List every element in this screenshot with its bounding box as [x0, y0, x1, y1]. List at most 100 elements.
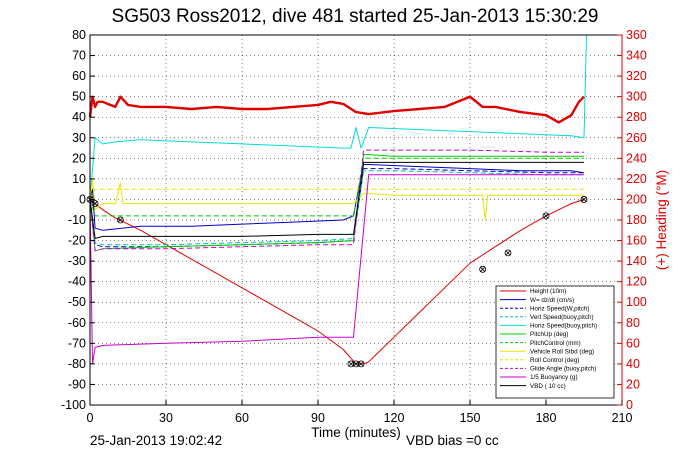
- x-tick-label: 0: [87, 411, 94, 425]
- x-tick-label: 150: [460, 411, 481, 425]
- series-line-1: [89, 164, 585, 231]
- y-tick-label: 0: [79, 192, 86, 206]
- y-tick-label: -100: [61, 398, 86, 412]
- y-tick-label: 50: [72, 90, 86, 104]
- y-tick-label: -20: [68, 234, 86, 248]
- right-y-tick-label: 20: [626, 377, 640, 391]
- right-y-tick-label: 0: [626, 398, 633, 412]
- marker-cross: [358, 361, 364, 367]
- marker-cross: [581, 196, 587, 203]
- marker-circle: [580, 196, 588, 203]
- right-y-tick-label: 160: [626, 234, 647, 248]
- x-tick-label: 120: [384, 411, 405, 425]
- chart-title: SG503 Ross2012, dive 481 started 25-Jan-…: [112, 6, 599, 27]
- series-line-11: [89, 161, 584, 239]
- legend-label-10: 1/5 Buoyancy (g): [530, 374, 578, 381]
- y-tick-label: 10: [72, 172, 86, 186]
- y-tick-label: 30: [72, 131, 86, 145]
- marker-cross: [479, 266, 486, 273]
- x-axis-label: Time (minutes): [311, 425, 401, 440]
- marker-circle: [504, 249, 512, 257]
- right-y-tick-label: 220: [626, 172, 647, 186]
- legend-label-7: Vehicle Roll Stbd (deg): [530, 348, 594, 355]
- marker-circle: [117, 216, 124, 224]
- heading-layer: [88, 95, 585, 124]
- series-line-9: [89, 149, 584, 252]
- marker-cross: [353, 361, 359, 367]
- legend-label-4: Horiz Speed(buoy,pitch): [530, 323, 597, 330]
- series-line-7: [89, 178, 584, 221]
- legend-box: [495, 285, 615, 399]
- y-tick-label: -30: [68, 254, 86, 268]
- right-y-tick-label: 200: [626, 192, 647, 206]
- y-tick-label: -80: [68, 357, 86, 371]
- legend: Height (10m) W= dz/dt (cm/s)Horiz Speed(W…: [495, 285, 615, 399]
- y-tick-label: 40: [72, 110, 86, 124]
- right-y-tick-label: 260: [626, 131, 647, 145]
- right-y-axis: 0 20 40 60 80 100 120 140 160 180 200 220 240 260 280 3…: [617, 28, 647, 412]
- y-tick-label: 80: [72, 28, 86, 42]
- right-y-tick-label: 120: [626, 275, 647, 289]
- right-y-tick-label: 300: [626, 90, 647, 104]
- y-tick-label: 70: [72, 49, 86, 63]
- x-tick-label: 90: [311, 411, 325, 425]
- right-y-axis-label: (+) Heading (°M): [654, 170, 669, 270]
- right-y-tick-label: 320: [626, 69, 647, 83]
- legend-label-1: W= dz/dt (cm/s): [530, 297, 574, 304]
- right-y-tick-label: 280: [626, 110, 647, 124]
- marker-circle: [357, 360, 365, 368]
- right-y-tick-label: 340: [626, 49, 647, 63]
- x-axis: 0 30 60 90 120 150 180 210: [87, 400, 633, 425]
- marker-circle: [91, 200, 99, 207]
- series-line-2: [89, 168, 584, 248]
- marker-cross: [92, 200, 98, 207]
- legend-label-2: Horiz Speed(W,pitch): [530, 305, 590, 312]
- y-tick-label: -50: [68, 295, 86, 309]
- series-line-3: [89, 170, 584, 246]
- x-tick-label: 180: [536, 411, 557, 425]
- x-tick-label: 210: [612, 411, 633, 425]
- right-y-tick-label: 80: [626, 316, 640, 330]
- legend-label-5: PitchUp (deg): [530, 331, 569, 338]
- series-line-10: [89, 174, 584, 365]
- y-tick-label: 20: [72, 151, 86, 165]
- series-line-8: [89, 188, 584, 200]
- marker-cross: [348, 361, 354, 367]
- left-y-axis: -100-90-80-70-60-50-40-30-20-10010203040…: [61, 28, 95, 412]
- marker-circle: [542, 212, 550, 220]
- marker-cross: [543, 213, 549, 219]
- x-tick-label: 30: [159, 411, 173, 425]
- marker-cross: [117, 217, 124, 223]
- right-y-tick-label: 40: [626, 357, 640, 371]
- legend-label-6: PitchControl (mm): [530, 340, 581, 347]
- right-y-tick-label: 180: [626, 213, 647, 227]
- y-tick-label: -40: [68, 275, 86, 289]
- x-tick-label: 60: [235, 411, 249, 425]
- marker-circle: [479, 265, 487, 273]
- marker-layer: [86, 196, 588, 368]
- y-tick-label: -90: [68, 377, 86, 391]
- marker-cross: [505, 250, 511, 256]
- legend-label-8: Roll Control (deg): [530, 357, 579, 364]
- legend-label-11: VBD ( 10 cc): [530, 383, 566, 390]
- right-y-tick-label: 100: [626, 295, 647, 309]
- footer-vbd-bias: VBD bias =0 cc: [406, 433, 499, 448]
- series-line-4: [89, 34, 587, 200]
- right-y-tick-label: 360: [626, 28, 647, 42]
- legend-label-9: Glide Angle (buoy,pitch): [530, 366, 596, 373]
- y-tick-label: -10: [68, 213, 86, 227]
- right-y-tick-label: 240: [626, 151, 647, 165]
- right-y-tick-label: 140: [626, 254, 647, 268]
- series-line-6: [89, 157, 584, 217]
- legend-label-3: Vert Speed(buoy,pitch): [530, 314, 594, 321]
- right-y-tick-label: 60: [626, 336, 640, 350]
- footer-timestamp: 25-Jan-2013 19:02:42: [90, 433, 222, 448]
- y-tick-label: -60: [68, 316, 86, 330]
- marker-circle: [352, 360, 360, 368]
- series-layer: [89, 34, 587, 365]
- heading-series-line: [88, 95, 585, 124]
- y-tick-label: -70: [68, 336, 86, 350]
- legend-label-0: Height (10m): [530, 288, 566, 295]
- y-tick-label: 60: [72, 69, 86, 83]
